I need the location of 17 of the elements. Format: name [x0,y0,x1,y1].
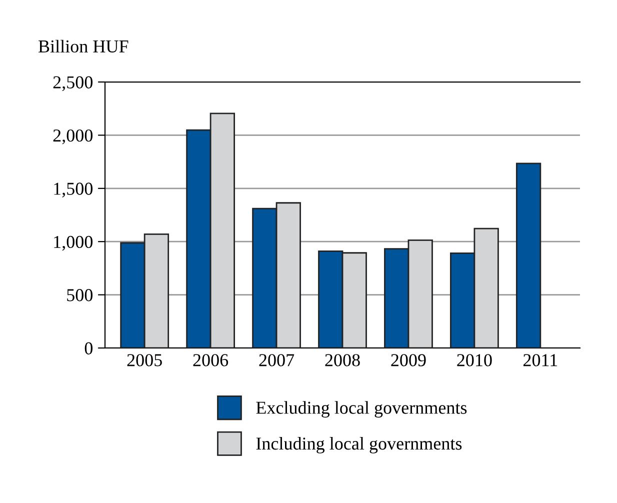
x-tick-label: 2008 [325,354,360,366]
x-tick-label: 2010 [457,354,492,366]
x-tick-label: 2011 [523,354,558,366]
x-tick-label: 2007 [259,354,294,366]
y-axis-title: Billion HUF [38,40,128,53]
legend-label: Excluding local governments [256,401,467,418]
x-tick-label: 2009 [391,354,426,366]
y-tick-label: 500 [67,289,93,302]
legend-label: Including local governments [256,436,462,454]
y-tick-label: 1,500 [54,182,93,198]
x-tick-label: 2006 [193,354,228,366]
y-tick-label: 0 [84,342,93,354]
bar [516,162,542,348]
y-tick-label: 2,500 [53,76,93,92]
x-tick-label: 2005 [127,354,162,366]
y-tick-label: 1,000 [54,236,93,251]
y-tick-label: 2,000 [53,129,93,144]
